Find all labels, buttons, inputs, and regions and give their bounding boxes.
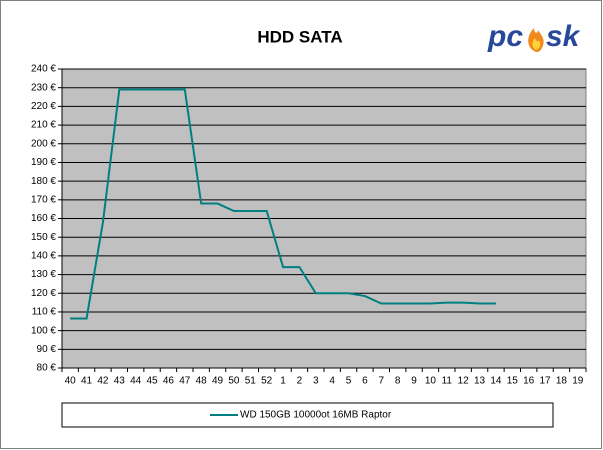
x-tick-label: 6: [362, 376, 368, 387]
y-tick-label: 150 €: [31, 232, 56, 243]
x-tick-label: 15: [507, 376, 519, 387]
y-tick-label: 140 €: [31, 251, 56, 262]
x-tick-label: 17: [540, 376, 552, 387]
logo-flame-core: [532, 38, 541, 50]
x-tick-label: 8: [395, 376, 401, 387]
y-tick-label: 210 €: [31, 120, 56, 131]
x-tick-label: 19: [572, 376, 584, 387]
x-tick-label: 51: [245, 376, 257, 387]
x-tick-label: 12: [458, 376, 470, 387]
y-tick-label: 100 €: [31, 325, 56, 336]
legend-box: [61, 402, 554, 428]
logo-text: sk: [546, 20, 581, 53]
x-tick-label: 48: [196, 376, 208, 387]
y-tick-label: 230 €: [31, 82, 56, 93]
x-tick-label: 49: [212, 376, 224, 387]
x-tick-label: 14: [490, 376, 502, 387]
x-tick-label: 43: [114, 376, 126, 387]
x-tick-label: 45: [147, 376, 159, 387]
legend-label: WD 150GB 10000ot 16MB Raptor: [240, 410, 392, 421]
chart-title: HDD SATA: [257, 27, 342, 46]
y-tick-label: 240 €: [31, 64, 56, 75]
x-tick-label: 10: [425, 376, 437, 387]
x-tick-label: 44: [130, 376, 142, 387]
x-tick-label: 3: [313, 376, 319, 387]
y-tick-label: 110 €: [32, 307, 57, 318]
x-tick-label: 4: [329, 376, 335, 387]
x-tick-label: 50: [228, 376, 240, 387]
y-tick-label: 190 €: [31, 157, 56, 168]
y-tick-label: 220 €: [31, 101, 56, 112]
x-tick-label: 1: [280, 376, 286, 387]
x-tick-label: 5: [346, 376, 352, 387]
x-tick-label: 16: [523, 376, 535, 387]
y-tick-label: 160 €: [31, 213, 56, 224]
x-tick-label: 7: [379, 376, 385, 387]
x-tick-label: 47: [179, 376, 191, 387]
y-tick-label: 90 €: [37, 344, 57, 355]
y-tick-label: 80 €: [37, 363, 57, 374]
y-tick-label: 180 €: [31, 176, 56, 187]
line-series: [70, 88, 496, 320]
logo-text: pc: [487, 20, 523, 53]
y-tick-label: 200 €: [31, 138, 56, 149]
logo: pc sk: [487, 20, 581, 53]
x-tick-label: 13: [474, 376, 486, 387]
x-tick-label: 18: [556, 376, 568, 387]
x-tick-label: 46: [163, 376, 175, 387]
x-tick-label: 42: [97, 376, 109, 387]
x-tick-label: 41: [81, 376, 93, 387]
y-tick-label: 120 €: [31, 288, 56, 299]
y-tick-label: 170 €: [31, 194, 56, 205]
y-tick-label: 130 €: [31, 269, 56, 280]
x-tick-label: 52: [261, 376, 273, 387]
x-tick-label: 40: [65, 376, 77, 387]
legend-item: WD 150GB 10000ot 16MB Raptor: [210, 410, 392, 421]
x-tick-label: 2: [297, 376, 303, 387]
x-tick-label: 9: [411, 376, 417, 387]
x-tick-label: 11: [442, 376, 453, 387]
